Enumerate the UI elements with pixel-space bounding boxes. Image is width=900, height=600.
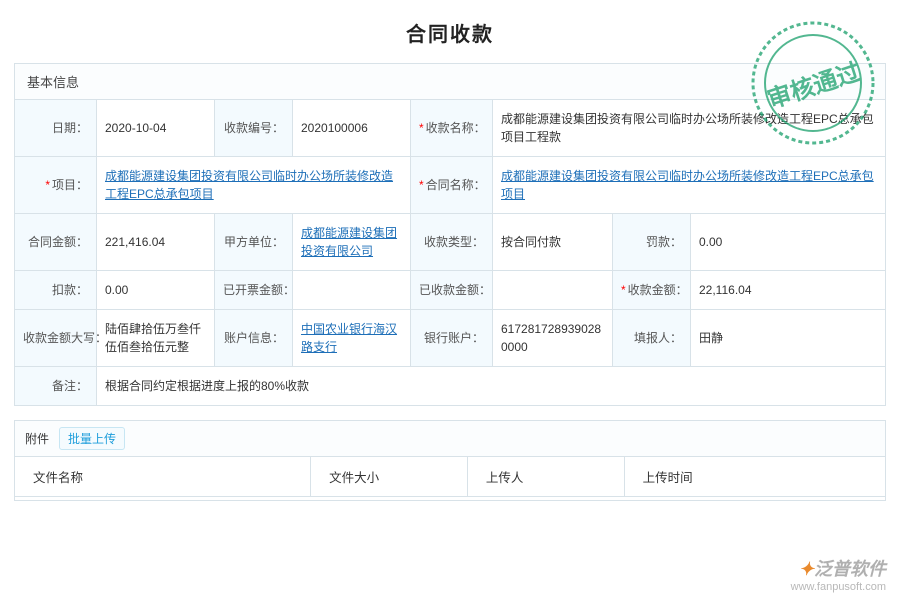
value-contract-amount: 221,416.04 — [97, 214, 215, 271]
section-attach-header: 附件 批量上传 — [14, 420, 886, 456]
value-bank-account: 6172817289390280000 — [493, 310, 613, 367]
label-receipt-amount: *收款金额： — [613, 271, 691, 310]
value-party-a: 成都能源建设集团投资有限公司 — [293, 214, 411, 271]
watermark-logo-icon: ✦ — [799, 559, 814, 579]
value-project: 成都能源建设集团投资有限公司临时办公场所装修改造工程EPC总承包项目 — [97, 157, 411, 214]
project-link[interactable]: 成都能源建设集团投资有限公司临时办公场所装修改造工程EPC总承包项目 — [105, 169, 393, 201]
party-a-link[interactable]: 成都能源建设集团投资有限公司 — [301, 226, 397, 258]
label-receipt-name: *收款名称： — [411, 100, 493, 157]
label-invoiced: 已开票金额： — [215, 271, 293, 310]
page-title: 合同收款 — [14, 18, 886, 47]
value-account-info: 中国农业银行海汉路支行 — [293, 310, 411, 367]
label-bank-account: 银行账户： — [411, 310, 493, 367]
label-date: 日期： — [15, 100, 97, 157]
label-reporter: 填报人： — [613, 310, 691, 367]
col-filename: 文件名称 — [15, 457, 311, 497]
label-received: 已收款金额： — [411, 271, 493, 310]
col-filesize: 文件大小 — [311, 457, 468, 497]
value-receipt-type: 按合同付款 — [493, 214, 613, 271]
value-receipt-amount: 22,116.04 — [691, 271, 886, 310]
label-contract-amount: 合同金额： — [15, 214, 97, 271]
account-info-link[interactable]: 中国农业银行海汉路支行 — [301, 322, 397, 354]
value-date: 2020-10-04 — [97, 100, 215, 157]
label-contract-name: *合同名称： — [411, 157, 493, 214]
watermark: ✦泛普软件 www.fanpusoft.com — [791, 559, 886, 594]
value-received — [493, 271, 613, 310]
section-basic-header: 基本信息 — [14, 63, 886, 99]
value-receipt-name: 成都能源建设集团投资有限公司临时办公场所装修改造工程EPC总承包项目工程款 — [493, 100, 886, 157]
attach-table: 文件名称 文件大小 上传人 上传时间 — [14, 456, 886, 501]
col-uploader: 上传人 — [467, 457, 624, 497]
label-remark: 备注： — [15, 367, 97, 406]
value-contract-name: 成都能源建设集团投资有限公司临时办公场所装修改造工程EPC总承包项目 — [493, 157, 886, 214]
batch-upload-button[interactable]: 批量上传 — [59, 427, 125, 450]
label-project: *项目： — [15, 157, 97, 214]
label-account-info: 账户信息： — [215, 310, 293, 367]
value-remark: 根据合同约定根据进度上报的80%收款 — [97, 367, 886, 406]
label-penalty: 罚款： — [613, 214, 691, 271]
value-deduction: 0.00 — [97, 271, 215, 310]
value-amount-words: 陆佰肆拾伍万叁仟伍佰叁拾伍元整 — [97, 310, 215, 367]
watermark-url: www.fanpusoft.com — [791, 581, 886, 594]
label-receipt-no: 收款编号： — [215, 100, 293, 157]
value-invoiced — [293, 271, 411, 310]
value-reporter: 田静 — [691, 310, 886, 367]
label-receipt-type: 收款类型： — [411, 214, 493, 271]
label-amount-words: 收款金额大写： — [15, 310, 97, 367]
basic-info-table: 日期： 2020-10-04 收款编号： 2020100006 *收款名称： 成… — [14, 99, 886, 406]
value-receipt-no: 2020100006 — [293, 100, 411, 157]
label-deduction: 扣款： — [15, 271, 97, 310]
attach-label: 附件 — [25, 430, 49, 447]
value-penalty: 0.00 — [691, 214, 886, 271]
attach-empty-row — [15, 497, 886, 501]
label-party-a: 甲方单位： — [215, 214, 293, 271]
col-uploadtime: 上传时间 — [624, 457, 885, 497]
contract-link[interactable]: 成都能源建设集团投资有限公司临时办公场所装修改造工程EPC总承包项目 — [501, 169, 874, 201]
